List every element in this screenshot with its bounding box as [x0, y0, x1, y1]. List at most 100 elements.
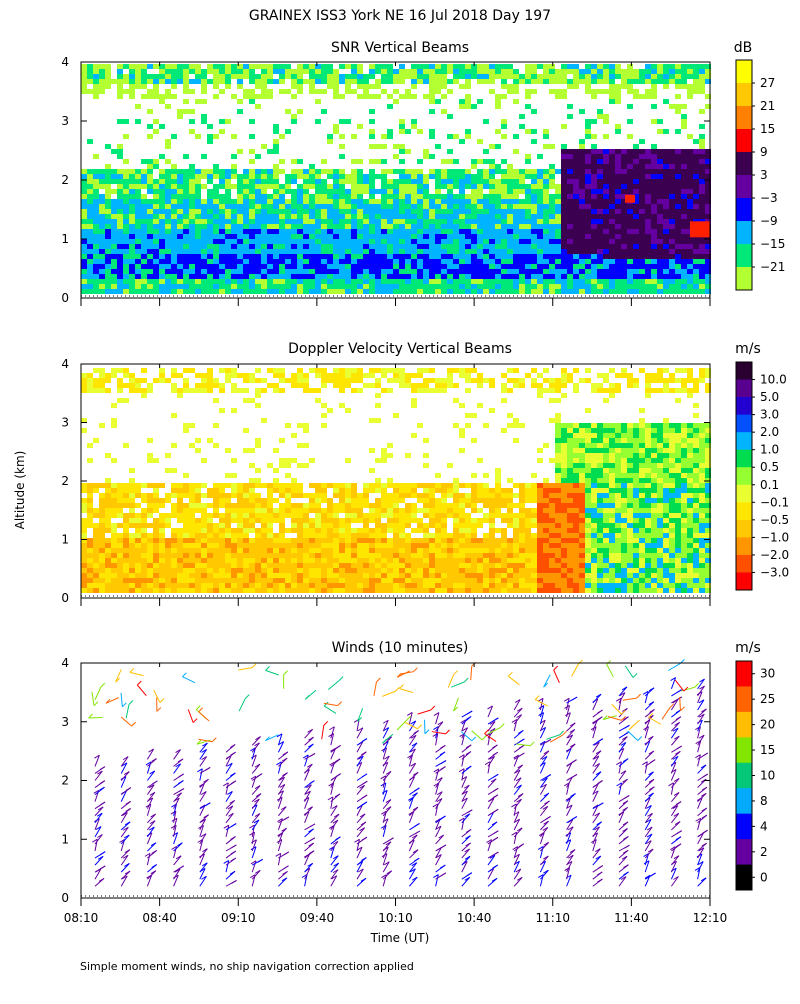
doppler-cell	[201, 528, 207, 533]
snr-cell	[351, 194, 357, 199]
snr-cell	[105, 84, 111, 89]
snr-cell	[375, 259, 381, 264]
snr-cell	[573, 84, 579, 89]
doppler-cell	[363, 563, 369, 568]
snr-cell	[627, 84, 633, 89]
snr-cell	[477, 139, 483, 144]
snr-cell	[441, 249, 447, 254]
doppler-cell	[309, 588, 315, 593]
snr-cell	[567, 204, 573, 209]
snr-cell	[333, 84, 339, 89]
snr-cell	[153, 94, 159, 99]
snr-cell	[633, 189, 639, 194]
snr-cell	[243, 204, 249, 209]
snr-cell	[213, 164, 219, 169]
snr-cell	[675, 79, 681, 84]
snr-cell	[441, 84, 447, 89]
snr-cell	[411, 204, 417, 209]
doppler-cell	[237, 538, 243, 543]
snr-cell	[315, 184, 321, 189]
doppler-cell	[213, 493, 219, 498]
snr-cell	[321, 179, 327, 184]
doppler-cell	[243, 493, 249, 498]
snr-cell	[117, 199, 123, 204]
doppler-cell	[165, 468, 171, 473]
doppler-cell	[291, 518, 297, 523]
snr-cell	[543, 274, 549, 279]
doppler-cell	[189, 443, 195, 448]
doppler-cell	[327, 483, 333, 488]
doppler-cell	[195, 493, 201, 498]
snr-cell	[345, 204, 351, 209]
snr-cell	[267, 214, 273, 219]
doppler-cell	[171, 528, 177, 533]
doppler-cell	[315, 493, 321, 498]
snr-cell	[369, 119, 375, 124]
doppler-cell	[381, 458, 387, 463]
snr-cell	[249, 244, 255, 249]
snr-cell	[681, 149, 687, 154]
doppler-cell	[207, 523, 213, 528]
snr-cell	[363, 94, 369, 99]
snr-cell	[255, 219, 261, 224]
snr-cell	[387, 194, 393, 199]
doppler-cell	[255, 573, 261, 578]
snr-cell	[93, 274, 99, 279]
snr-cell	[483, 69, 489, 74]
doppler-cell	[111, 563, 117, 568]
snr-cell	[195, 254, 201, 259]
doppler-cell	[237, 553, 243, 558]
doppler-cell	[315, 563, 321, 568]
snr-cell	[633, 264, 639, 269]
doppler-cell	[369, 578, 375, 583]
doppler-cell	[141, 368, 147, 373]
snr-cell	[225, 79, 231, 84]
snr-cell	[105, 204, 111, 209]
doppler-cell	[171, 488, 177, 493]
doppler-cell	[321, 588, 327, 593]
doppler-cell	[333, 528, 339, 533]
snr-cell	[681, 114, 687, 119]
snr-cell	[519, 189, 525, 194]
doppler-cell	[87, 573, 93, 578]
snr-cell	[177, 194, 183, 199]
snr-cell	[645, 214, 651, 219]
doppler-cell	[93, 588, 99, 593]
snr-cell	[249, 194, 255, 199]
snr-cell	[663, 99, 669, 104]
doppler-cell	[363, 523, 369, 528]
snr-cell	[165, 159, 171, 164]
doppler-cell	[255, 443, 261, 448]
snr-cell	[225, 184, 231, 189]
doppler-cell	[303, 383, 309, 388]
snr-cell	[231, 199, 237, 204]
snr-cell	[621, 284, 627, 289]
doppler-cell	[363, 488, 369, 493]
doppler-cell	[351, 548, 357, 553]
snr-cell	[501, 284, 507, 289]
snr-cell	[393, 69, 399, 74]
snr-cell	[597, 219, 603, 224]
snr-cell	[525, 224, 531, 229]
doppler-cell	[177, 498, 183, 503]
snr-cell	[333, 89, 339, 94]
snr-cell	[351, 159, 357, 164]
snr-cell	[417, 189, 423, 194]
doppler-cell	[93, 368, 99, 373]
doppler-cell	[279, 563, 285, 568]
doppler-cell	[117, 508, 123, 513]
doppler-cell	[393, 548, 399, 553]
snr-cell	[219, 249, 225, 254]
doppler-cell	[423, 383, 429, 388]
snr-cell	[369, 254, 375, 259]
doppler-cell	[105, 583, 111, 588]
snr-cell	[441, 284, 447, 289]
snr-cell	[465, 234, 471, 239]
snr-cell	[405, 249, 411, 254]
snr-cell	[687, 89, 693, 94]
doppler-cell	[129, 548, 135, 553]
snr-cell	[393, 204, 399, 209]
snr-cell	[693, 209, 699, 214]
doppler-cell	[405, 373, 411, 378]
